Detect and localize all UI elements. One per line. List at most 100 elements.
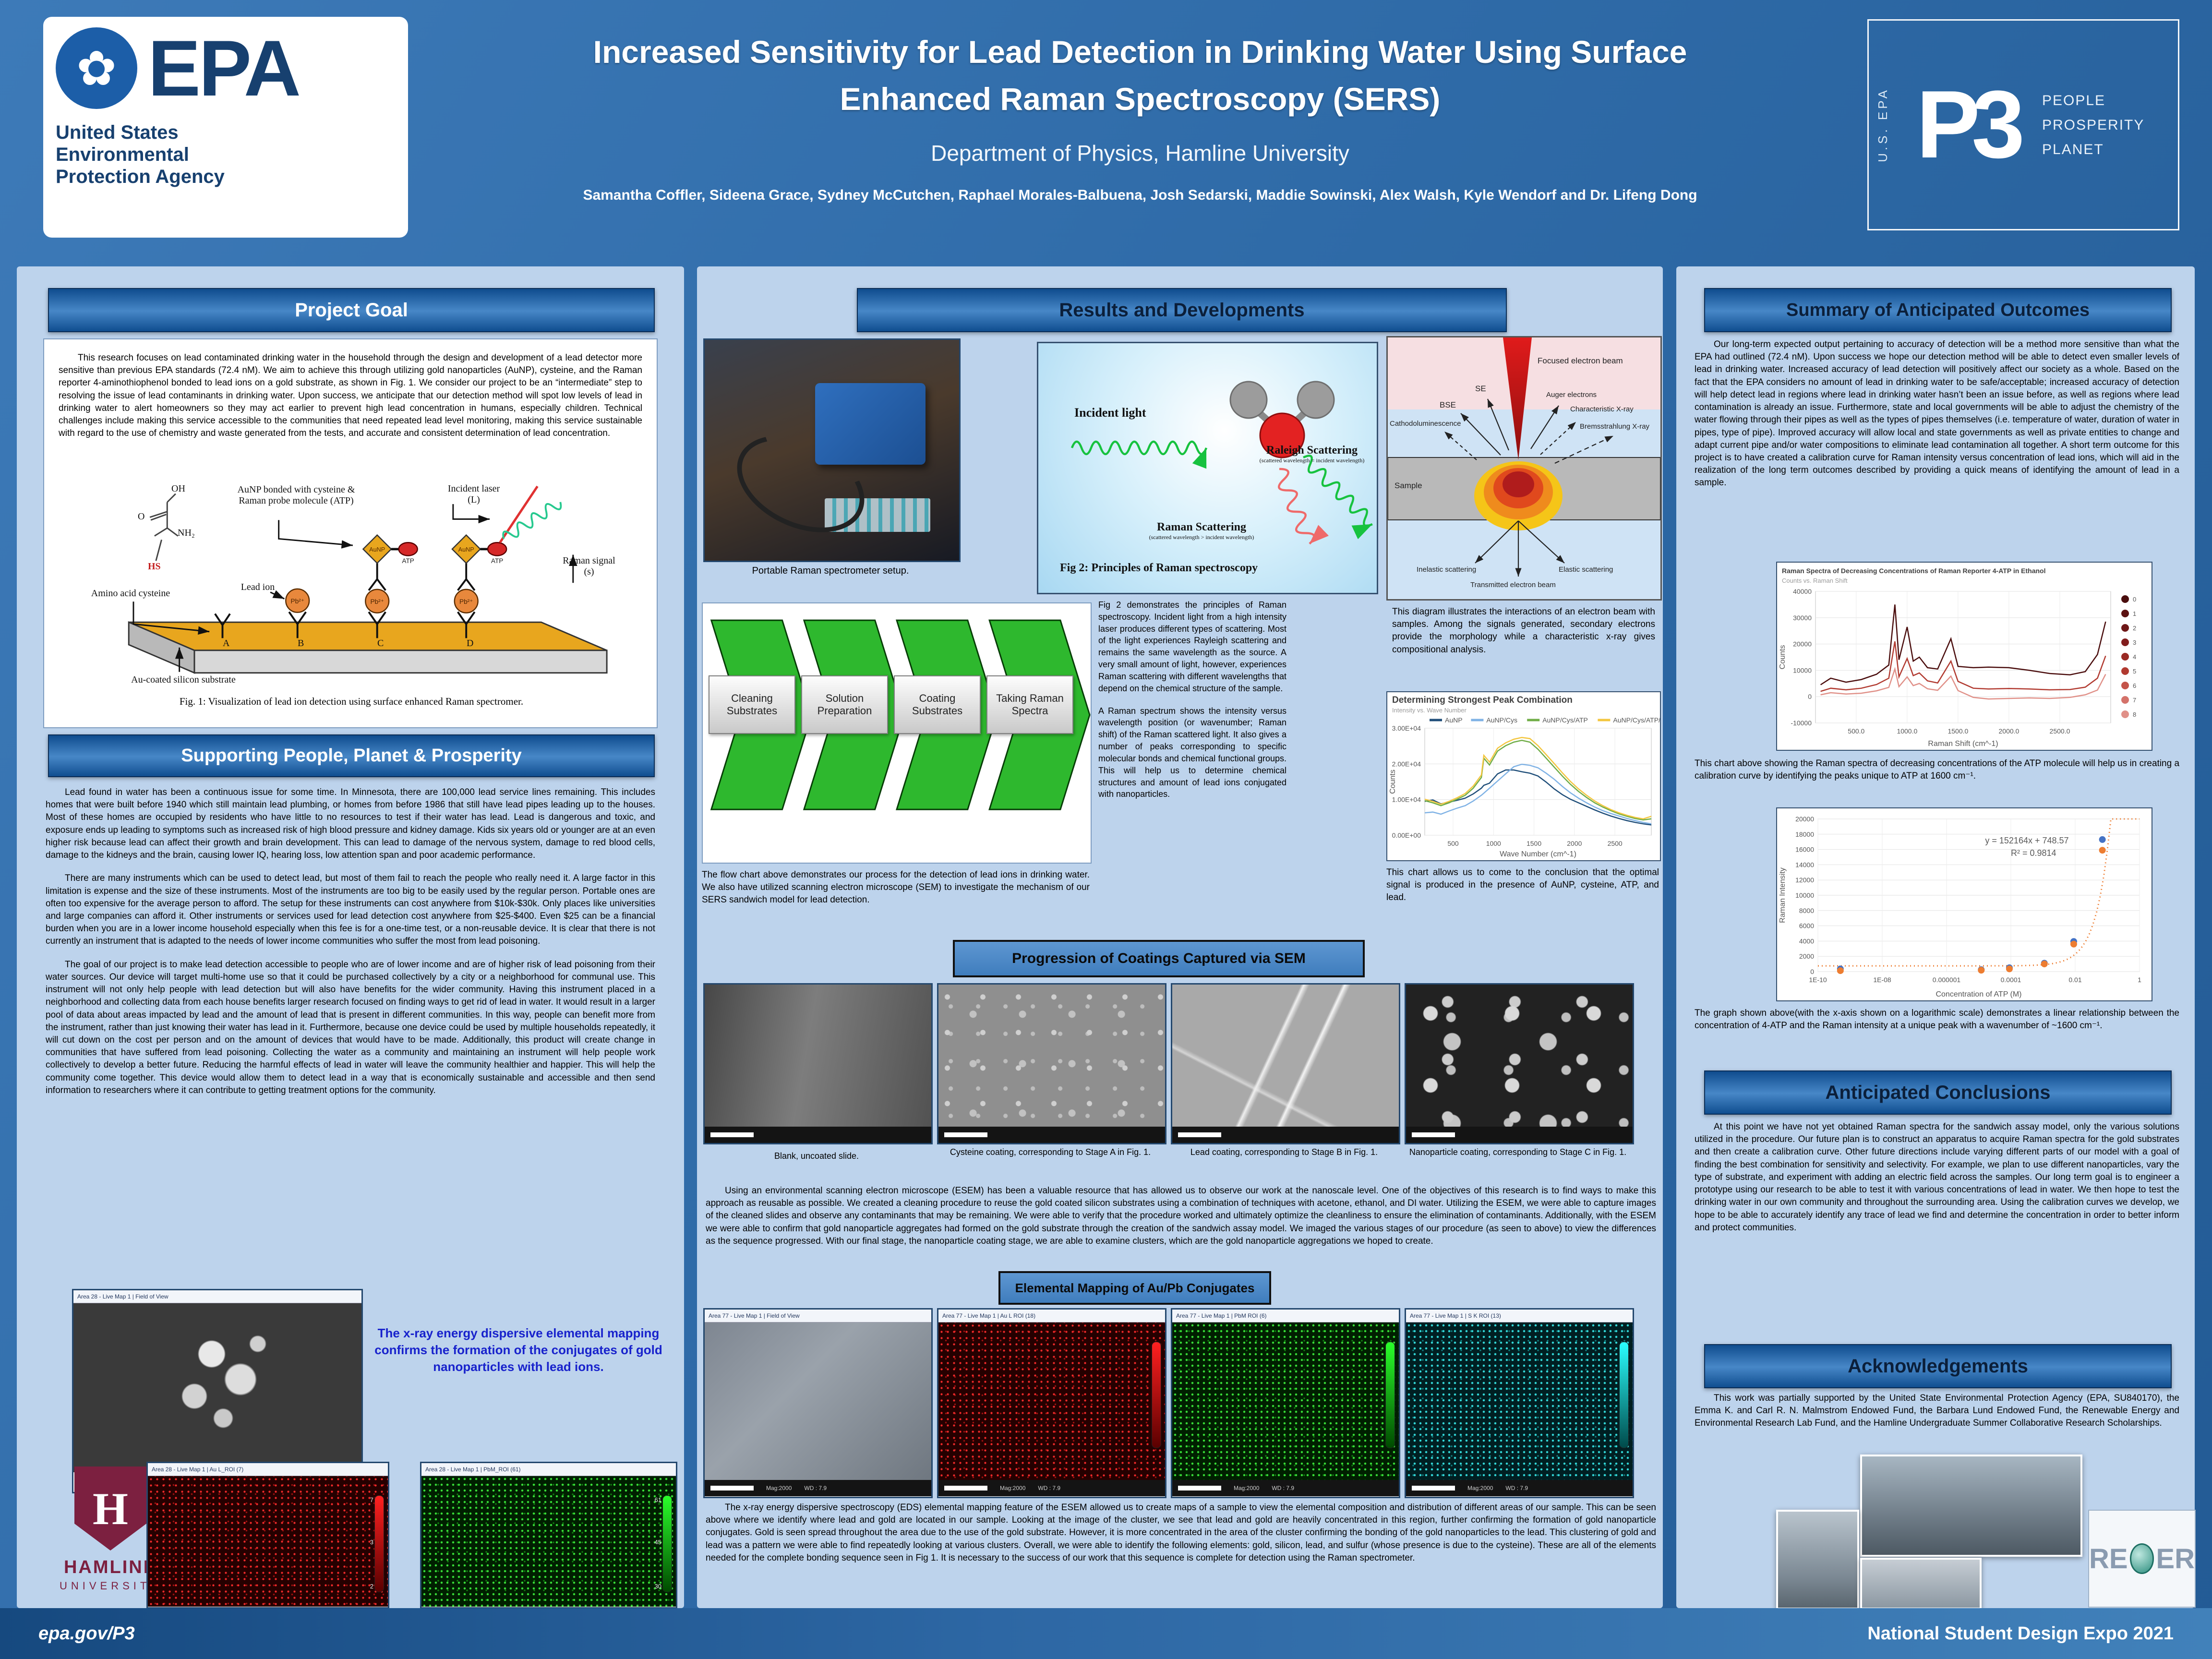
fig1-mol-nh2: NH₂ — [178, 528, 195, 538]
fig2-caption: Fig 2: Principles of Raman spectroscopy — [1060, 562, 1258, 574]
sem-cluster-body — [73, 1303, 361, 1472]
svg-text:-10000: -10000 — [1791, 719, 1812, 727]
fig2-text: Fig 2 demonstrates the principles of Ram… — [1098, 599, 1286, 811]
supporting-text: Lead found in water has been a continuou… — [46, 786, 655, 1107]
svg-text:0.01: 0.01 — [2068, 976, 2081, 984]
svg-text:5: 5 — [2133, 668, 2136, 675]
fig1-label-signal: Raman signal (s) — [563, 555, 615, 577]
fig2-label-raman: Raman Scattering (scattered wavelength >… — [1149, 521, 1254, 541]
svg-text:10000: 10000 — [1795, 891, 1814, 899]
reer-globe-icon — [2129, 1543, 2154, 1574]
svg-text:1500: 1500 — [1527, 840, 1541, 847]
footer-event: National Student Design Expo 2021 — [1867, 1623, 2174, 1644]
poster-title-line2: Enhanced Raman Spectroscopy (SERS) — [840, 81, 1441, 117]
scale-label: 30 — [654, 1583, 661, 1590]
svg-text:R² = 0.9814: R² = 0.9814 — [2011, 848, 2056, 858]
svg-text:Pb²⁺: Pb²⁺ — [370, 598, 384, 605]
sem-caption-2: Cysteine coating, corresponding to Stage… — [950, 1147, 1151, 1157]
svg-text:Raman Spectra of Decreasing Co: Raman Spectra of Decreasing Concentratio… — [1782, 567, 2045, 575]
section-title: Results and Developments — [1059, 299, 1305, 321]
esem-label-cathodo: Cathodoluminescence — [1390, 420, 1461, 428]
epa-org-line: United States — [56, 122, 179, 143]
scale-chip — [710, 1132, 754, 1137]
spectrometer-photo — [703, 338, 961, 562]
sem-cluster-image: Area 28 - Live Map 1 | Field of View Mag… — [72, 1289, 363, 1493]
svg-text:8000: 8000 — [1799, 907, 1814, 914]
fig1-label-cysteine: Amino acid cysteine — [91, 588, 170, 599]
svg-text:500: 500 — [1447, 840, 1459, 847]
fig2-paragraph-2: A Raman spectrum shows the intensity ver… — [1098, 706, 1286, 799]
scale-label: 45 — [654, 1539, 661, 1546]
svg-text:AuNP/Cys: AuNP/Cys — [1486, 716, 1517, 724]
svg-text:1000: 1000 — [1486, 840, 1501, 847]
p3-logo: P3 — [1916, 71, 2025, 178]
esem-diagram-caption: This diagram illustrates the interaction… — [1392, 607, 1655, 655]
raman-spectra-chart: -10000 0 10000 20000 30000 40000 500.0 1000.0 15… — [1776, 562, 2152, 751]
svg-text:Counts: Counts — [1779, 645, 1787, 670]
footer-url: epa.gov/P3 — [38, 1623, 135, 1644]
svg-text:1500.0: 1500.0 — [1948, 727, 1968, 735]
fig2-label-incident: Incident light — [1074, 406, 1146, 420]
hamline-logo: H HAMLINE UNIVERSITY — [50, 1467, 170, 1592]
project-goal-box: This research focuses on lead contaminat… — [43, 338, 658, 728]
svg-text:AuNP/Cys/ATP/Pb: AuNP/Cys/ATP/Pb — [1613, 716, 1660, 724]
fig1-pos-b: B — [298, 638, 304, 649]
conclusions-text: At this point we have not yet obtained R… — [1695, 1122, 2179, 1233]
esem-label-se: SE — [1475, 384, 1486, 393]
eds-map-lead: Area 77 - Live Map 1 | PbM ROI (6) Mag:2… — [1171, 1308, 1400, 1498]
scale-chip — [944, 1132, 987, 1137]
eds-map-lead-body: 61 45 30 — [421, 1476, 676, 1607]
gold-scale-bar — [374, 1495, 384, 1592]
section-header-project-goal: Project Goal — [48, 288, 655, 332]
svg-text:18000: 18000 — [1795, 830, 1814, 838]
svg-text:1: 1 — [2133, 610, 2136, 617]
svg-text:AuNP/Cys/ATP: AuNP/Cys/ATP — [1542, 716, 1588, 724]
esem-label-transmitted: Transmitted electron beam — [1470, 581, 1556, 589]
eds-map-gold-left: Area 28 - Live Map 1 | Au L_ROI (7) 7 3 … — [146, 1462, 389, 1609]
esem-diagram-drawing — [1388, 337, 1660, 599]
team-photo-group — [1860, 1455, 2082, 1557]
epa-logo-block: ✿ EPA United States Environmental Protec… — [43, 17, 408, 238]
fig1-label-aunp: AuNP bonded with cysteine & Raman probe m… — [237, 484, 355, 506]
svg-text:Raman Intensity: Raman Intensity — [1779, 867, 1787, 923]
eds-field-of-view: Area 77 - Live Map 1 | Field of View Mag… — [703, 1308, 933, 1498]
supporting-paragraph-2: There are many instruments which can be … — [46, 873, 655, 947]
figure-2: Incident light Raleigh Scattering (scatt… — [1037, 342, 1378, 594]
epa-org-line: Protection Agency — [56, 166, 225, 187]
svg-text:2500: 2500 — [1608, 840, 1623, 847]
p3-vertical-label: U.S. EPA — [1875, 87, 1890, 162]
eds-map-gold-body: 7 3 2 — [148, 1476, 388, 1607]
section-header-results: Results and Developments — [857, 288, 1507, 332]
eds-map-lead-title: Area 28 - Live Map 1 | PbM_ROI (61) — [421, 1463, 676, 1476]
svg-text:20000: 20000 — [1795, 815, 1814, 823]
svg-text:3.00E+04: 3.00E+04 — [1392, 724, 1421, 732]
peak-chart-caption: This chart allows us to come to the conc… — [1386, 867, 1659, 903]
fig2-label-raleigh: Raleigh Scattering (scattered wavelength… — [1259, 444, 1365, 464]
eds-map-sulfur: Area 77 - Live Map 1 | S K ROI (13) Mag:… — [1405, 1308, 1634, 1498]
sem-image-nanoparticle — [1405, 983, 1634, 1144]
svg-text:7: 7 — [2133, 697, 2136, 704]
svg-text:3: 3 — [2133, 639, 2136, 646]
fig1-label-substrate: Au-coated silicon substrate — [131, 674, 236, 685]
reer-right-letters: ER — [2156, 1543, 2195, 1575]
svg-text:1.00E+04: 1.00E+04 — [1392, 796, 1421, 804]
svg-text:2000: 2000 — [1799, 952, 1814, 960]
eds-paragraph: The x-ray energy dispersive spectroscopy… — [706, 1503, 1656, 1563]
fig1-mol-hs: HS — [148, 561, 161, 572]
flow-step-2: Solution Preparation — [801, 675, 888, 734]
eds-map-lead-left: Area 28 - Live Map 1 | PbM_ROI (61) 61 4… — [420, 1462, 677, 1609]
svg-text:4000: 4000 — [1799, 937, 1814, 945]
sem-progression-banner: Progression of Coatings Captured via SEM — [953, 940, 1365, 977]
esem-label-bse: BSE — [1440, 400, 1456, 409]
flowchart-caption: The flow chart above demonstrates our pr… — [702, 870, 1090, 905]
svg-text:0.0001: 0.0001 — [2001, 976, 2021, 984]
sem-image-cysteine — [937, 983, 1166, 1144]
flow-step-3: Coating Substrates — [894, 675, 981, 734]
svg-text:AuNP: AuNP — [369, 546, 385, 553]
sem-image-lead — [1171, 983, 1400, 1144]
sem-image-blank — [703, 983, 933, 1144]
svg-text:Pb²⁺: Pb²⁺ — [459, 598, 473, 605]
svg-text:2000.0: 2000.0 — [1999, 727, 2020, 735]
svg-text:ATP: ATP — [491, 557, 504, 565]
section-header-supporting: Supporting People, Planet & Prosperity — [48, 734, 655, 777]
